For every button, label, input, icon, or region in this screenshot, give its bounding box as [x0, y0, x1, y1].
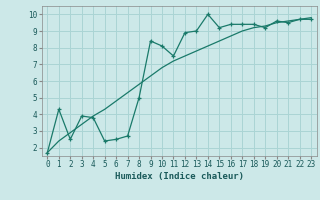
- X-axis label: Humidex (Indice chaleur): Humidex (Indice chaleur): [115, 172, 244, 181]
